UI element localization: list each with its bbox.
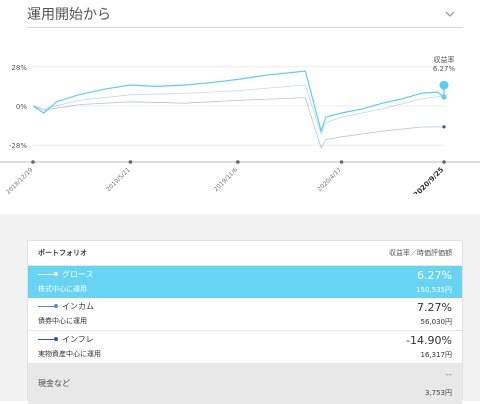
portfolio-name: インカム xyxy=(62,302,94,311)
legend-dot-icon xyxy=(54,304,58,308)
portfolio-row-growth[interactable]: グロース 株式中心に運用 6.27% 150,535円 xyxy=(28,266,462,298)
x-tick-mark xyxy=(442,160,446,164)
portfolio-header-metric: 収益率／時価評価額 xyxy=(389,249,452,257)
portfolio-rate: 6.27% xyxy=(417,269,452,282)
series-end-point-2 xyxy=(442,125,446,129)
cash-rate: -- xyxy=(445,370,453,380)
y-tick-label: 28% xyxy=(11,64,27,72)
series-line-2 xyxy=(32,97,445,149)
portfolio-header: ポートフォリオ 収益率／時価評価額 xyxy=(28,241,462,266)
portfolio-name: グロース xyxy=(62,270,94,279)
portfolio-desc: 債券中心に運用 xyxy=(38,317,87,325)
portfolio-desc: 実物資産中心に運用 xyxy=(38,350,101,358)
legend-dot-icon xyxy=(54,272,58,276)
legend-line-icon xyxy=(38,306,56,307)
x-tick-label: 2020/9/25 xyxy=(412,166,445,194)
x-tick-mark xyxy=(128,160,133,164)
cash-name: 現金など xyxy=(38,379,70,388)
portfolio-card: ポートフォリオ 収益率／時価評価額 グロース 株式中心に運用 6.27% 150… xyxy=(27,240,463,404)
legend-line-icon xyxy=(38,274,56,275)
annotation-marker xyxy=(439,80,449,90)
annotation-label: 収益率 xyxy=(434,55,455,64)
portfolio-section: ポートフォリオ 収益率／時価評価額 グロース 株式中心に運用 6.27% 150… xyxy=(0,214,480,404)
annotation-value: 6.27% xyxy=(433,65,456,73)
portfolio-value: 56,030円 xyxy=(420,318,453,326)
y-tick-label: -28% xyxy=(9,142,27,150)
legend-dot-icon xyxy=(54,337,58,341)
legend-line-icon xyxy=(38,339,56,340)
series-line-1 xyxy=(32,84,445,135)
x-tick-label: 2019/5/21 xyxy=(105,166,132,193)
period-selector[interactable]: 運用開始から xyxy=(27,0,463,28)
portfolio-rate: -14.90% xyxy=(406,334,452,347)
cash-value: 3,753円 xyxy=(424,389,452,397)
portfolio-rate: 7.27% xyxy=(417,301,452,314)
portfolio-row-income[interactable]: インカム 債券中心に運用 7.27% 56,030円 xyxy=(28,298,462,331)
portfolio-row-cash: 現金など -- 3,753円 xyxy=(28,364,462,404)
series-line-0 xyxy=(32,70,445,132)
chevron-down-icon xyxy=(445,11,455,17)
performance-chart: 28% 0% -28% 2018/12/19 2019/5/21 2019/11/6 202… xyxy=(0,55,480,194)
portfolio-value: 16,317円 xyxy=(420,351,453,359)
period-label: 運用開始から xyxy=(27,6,111,23)
portfolio-name: インフレ xyxy=(62,335,94,344)
x-tick-label: 2018/12/19 xyxy=(5,166,35,194)
x-tick-label: 2019/11/6 xyxy=(213,166,240,193)
portfolio-row-inflation[interactable]: インフレ 実物資産中心に運用 -14.90% 16,317円 xyxy=(28,331,462,364)
portfolio-header-title: ポートフォリオ xyxy=(38,249,87,257)
x-tick-mark xyxy=(236,160,240,164)
x-tick-label: 2020/4/17 xyxy=(316,166,343,193)
x-tick-mark xyxy=(339,160,344,164)
y-tick-label: 0% xyxy=(16,103,27,111)
portfolio-desc: 株式中心に運用 xyxy=(38,285,87,293)
portfolio-value: 150,535円 xyxy=(416,286,452,294)
x-tick-mark xyxy=(31,160,35,164)
